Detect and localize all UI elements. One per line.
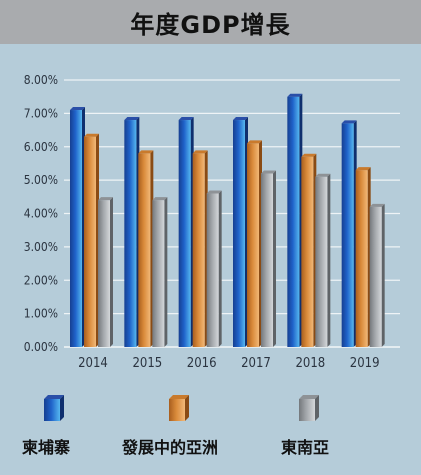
x-tick-label: 2015 xyxy=(132,356,162,371)
bar-top xyxy=(341,120,357,124)
x-tick-label: 2014 xyxy=(78,356,108,371)
bar xyxy=(369,206,382,347)
bar xyxy=(206,193,219,347)
y-tick-label: 3.00% xyxy=(24,240,58,254)
bar-top xyxy=(192,150,208,154)
y-tick-label: 0.00% xyxy=(24,340,58,354)
legend-swatch xyxy=(295,394,321,428)
y-tick-label: 7.00% xyxy=(24,106,58,120)
bar xyxy=(261,173,273,347)
x-tick-label: 2018 xyxy=(295,356,325,371)
legend-cube-icon xyxy=(169,395,189,421)
y-tick-label: 6.00% xyxy=(24,140,58,154)
chart-title: 年度GDP增長 xyxy=(130,10,291,39)
chart-panel: 0.00% 1.00% 2.00% 3.00% 4.00% 5.00% 6.00% 7.00%… xyxy=(0,44,421,475)
bar xyxy=(355,170,368,347)
y-tick-label: 5.00% xyxy=(24,173,58,187)
bar xyxy=(138,153,151,347)
x-tick-label: 2016 xyxy=(187,356,217,371)
bar xyxy=(233,120,245,347)
bar-side xyxy=(110,197,113,347)
bar-side xyxy=(164,197,168,347)
bar-top xyxy=(261,170,276,174)
y-tick-label: 8.00% xyxy=(24,73,58,87)
x-tick-label: 2019 xyxy=(350,356,380,371)
bar xyxy=(315,176,328,347)
bar-top xyxy=(369,203,385,207)
bar-top xyxy=(98,197,113,201)
bar-top xyxy=(233,117,248,121)
bar xyxy=(98,200,110,347)
legend-swatch xyxy=(40,394,66,428)
bar-top xyxy=(152,197,168,201)
bar xyxy=(192,153,205,347)
bar-top xyxy=(70,107,85,111)
bar-top xyxy=(247,140,262,144)
y-tick-label: 4.00% xyxy=(24,207,58,221)
legend-label: 柬埔寨 xyxy=(22,438,71,457)
y-tick-label: 1.00% xyxy=(24,307,58,321)
bar xyxy=(152,200,165,347)
bar-top xyxy=(124,117,140,121)
bar xyxy=(178,120,191,347)
legend-label: 發展中的亞洲 xyxy=(122,438,219,457)
bar xyxy=(124,120,137,347)
legend-swatch xyxy=(165,394,191,428)
bar-side xyxy=(218,190,222,347)
bar-side xyxy=(327,173,331,347)
bar-top xyxy=(206,190,222,194)
legend-cube-icon xyxy=(44,395,64,421)
bar-chart: 0.00% 1.00% 2.00% 3.00% 4.00% 5.00% 6.00% 7.00%… xyxy=(24,73,400,371)
bar-top xyxy=(138,150,154,154)
bar-side xyxy=(381,203,385,347)
bar xyxy=(287,96,300,347)
y-tick-label: 2.00% xyxy=(24,273,58,287)
bar-side xyxy=(273,170,276,347)
bar xyxy=(341,123,354,347)
bar-top xyxy=(84,133,99,137)
x-tick-label: 2017 xyxy=(241,356,271,371)
bar-top xyxy=(178,117,194,121)
legend-cube-icon xyxy=(299,395,319,421)
legend-label: 東南亞 xyxy=(281,438,330,457)
bar xyxy=(84,136,96,347)
bar xyxy=(70,110,82,347)
bar xyxy=(247,143,259,347)
bar-top xyxy=(301,153,317,157)
bar-top xyxy=(355,167,371,171)
bar-top xyxy=(315,173,331,177)
chart-title-bar: 年度GDP增長 xyxy=(0,0,421,44)
bar-top xyxy=(287,93,303,97)
bar xyxy=(301,156,314,347)
